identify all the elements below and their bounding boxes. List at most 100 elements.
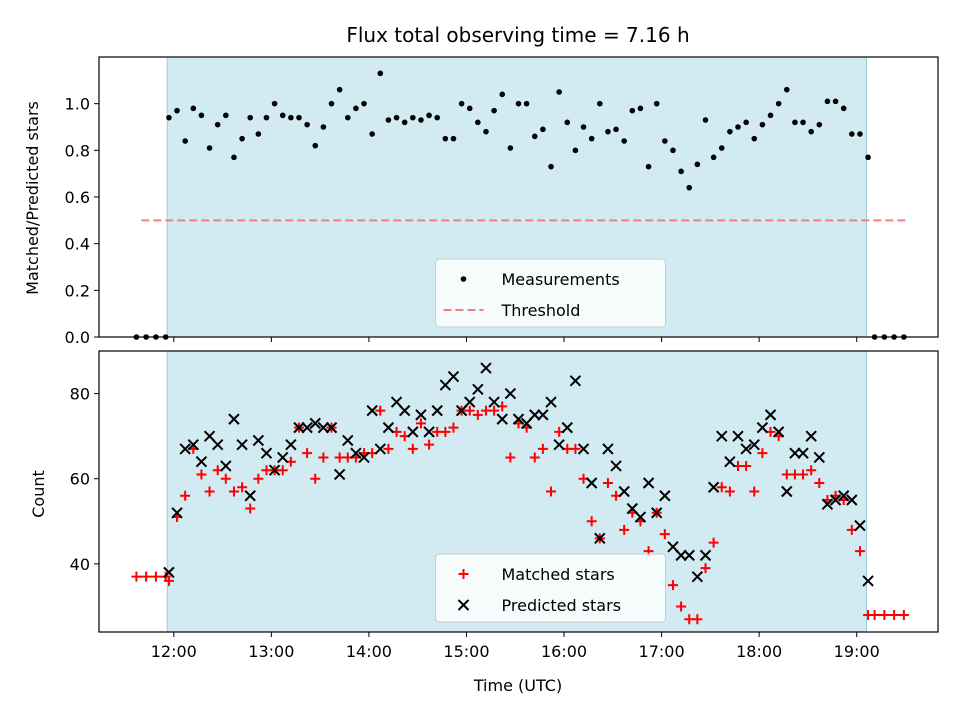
matched-star-point (898, 609, 909, 620)
matched-star-point (537, 443, 548, 454)
measurement-point (580, 124, 587, 130)
measurement-point (491, 107, 497, 114)
x-tick-label: 12:00 (151, 642, 197, 661)
predicted-star-point (610, 460, 622, 472)
predicted-star-point (195, 455, 208, 468)
predicted-star-point (472, 383, 484, 396)
measurement-point (645, 163, 652, 170)
measurement-point (857, 131, 863, 137)
predicted-star-point (650, 507, 663, 519)
measurement-point (783, 86, 790, 93)
measurement-point (296, 114, 302, 121)
measurement-point (499, 91, 506, 98)
top-panel: 0.0 0.2 0.4 0.6 0.8 1.0 Measurements Threshold (65, 56, 939, 347)
predicted-star-point (634, 511, 647, 523)
measurement-point (320, 124, 327, 130)
measurement-point (304, 121, 310, 128)
predicted-star-point (537, 409, 549, 421)
matched-star-point (814, 477, 825, 488)
y-tick-label: 0.4 (65, 235, 90, 254)
measurement-point (271, 100, 278, 107)
matched-star-point (529, 452, 540, 463)
matched-star-point (180, 490, 191, 501)
predicted-star-point (431, 404, 443, 417)
predicted-star-point (707, 481, 720, 493)
y-tick-label: 40 (70, 555, 90, 574)
predicted-star-point (781, 485, 793, 498)
predicted-star-point (447, 370, 460, 383)
measurement-point (361, 100, 367, 107)
matched-star-point (383, 443, 394, 454)
y-tick-label: 60 (70, 470, 90, 489)
predicted-star-point (382, 421, 395, 434)
measurement-point (710, 154, 717, 161)
y-tick-label: 0.0 (65, 328, 90, 347)
matched-star-point (237, 482, 248, 493)
matched-star-point (407, 443, 418, 454)
matched-star-point (879, 609, 890, 620)
measurement-point (247, 114, 254, 121)
measurement-point (223, 112, 229, 119)
predicted-star-point (789, 447, 801, 459)
predicted-star-point (187, 438, 200, 451)
matched-star-point (798, 469, 809, 480)
predicted-star-point (618, 485, 630, 498)
measurement-point (808, 128, 814, 135)
predicted-star-point (748, 438, 760, 451)
matched-star-point (869, 609, 880, 620)
measurement-point (231, 154, 237, 161)
x-tick-label: 13:00 (248, 642, 294, 661)
measurement-point (279, 112, 286, 119)
matched-star-point (749, 486, 760, 497)
legend: Matched stars Predicted stars (435, 553, 666, 623)
matched-star-point (415, 418, 426, 429)
measurement-point (401, 119, 408, 126)
measurement-point (556, 89, 562, 95)
chart-title: Flux total observing time = 7.16 h (346, 23, 689, 47)
x-tick-label: 19:00 (834, 642, 880, 661)
predicted-star-point (171, 507, 183, 519)
series-predicted-stars (163, 362, 874, 587)
measurement-point (450, 135, 457, 142)
predicted-star-point (415, 409, 427, 421)
matched-star-point (806, 465, 817, 476)
predicted-star-point (374, 443, 387, 455)
measurement-point (198, 112, 205, 119)
measurement-point (475, 119, 481, 126)
measurement-point (727, 128, 733, 135)
matched-star-point (220, 473, 231, 484)
measurement-point (507, 145, 514, 151)
y-tick-label: 0.2 (65, 281, 90, 300)
matched-star-point (586, 516, 597, 527)
y-tick-label: 1.0 (65, 95, 90, 114)
predicted-star-point (301, 421, 313, 434)
predicted-star-point (317, 421, 330, 434)
predicted-star-point (358, 451, 370, 464)
x-tick-label: 16:00 (541, 642, 587, 661)
measurement-point (353, 105, 359, 112)
legend-label: Threshold (501, 301, 581, 320)
measurement-point (255, 131, 262, 137)
matched-star-point (757, 448, 768, 459)
matched-star-point (302, 448, 313, 459)
predicted-star-point (423, 426, 435, 438)
predicted-star-point (772, 426, 785, 438)
predicted-star-point (236, 438, 248, 451)
predicted-star-point (366, 404, 378, 417)
predicted-star-point (398, 404, 411, 417)
measurement-point (393, 114, 400, 121)
measurement-point (759, 121, 766, 128)
predicted-star-point (594, 532, 606, 545)
bottom-panel: 40 60 80 12:00 13:00 14:00 15:00 16:00 17:00 18:0… (70, 350, 939, 661)
predicted-star-point (260, 447, 273, 459)
predicted-star-point (333, 468, 346, 481)
legend-predicted-swatch (457, 599, 470, 611)
measurement-point (637, 105, 644, 112)
matched-star-point (692, 614, 703, 625)
predicted-star-point (211, 438, 224, 451)
measurement-point (702, 117, 709, 123)
predicted-star-point (480, 362, 492, 374)
predicted-star-point (699, 549, 712, 562)
x-tick-label: 18:00 (736, 642, 782, 661)
